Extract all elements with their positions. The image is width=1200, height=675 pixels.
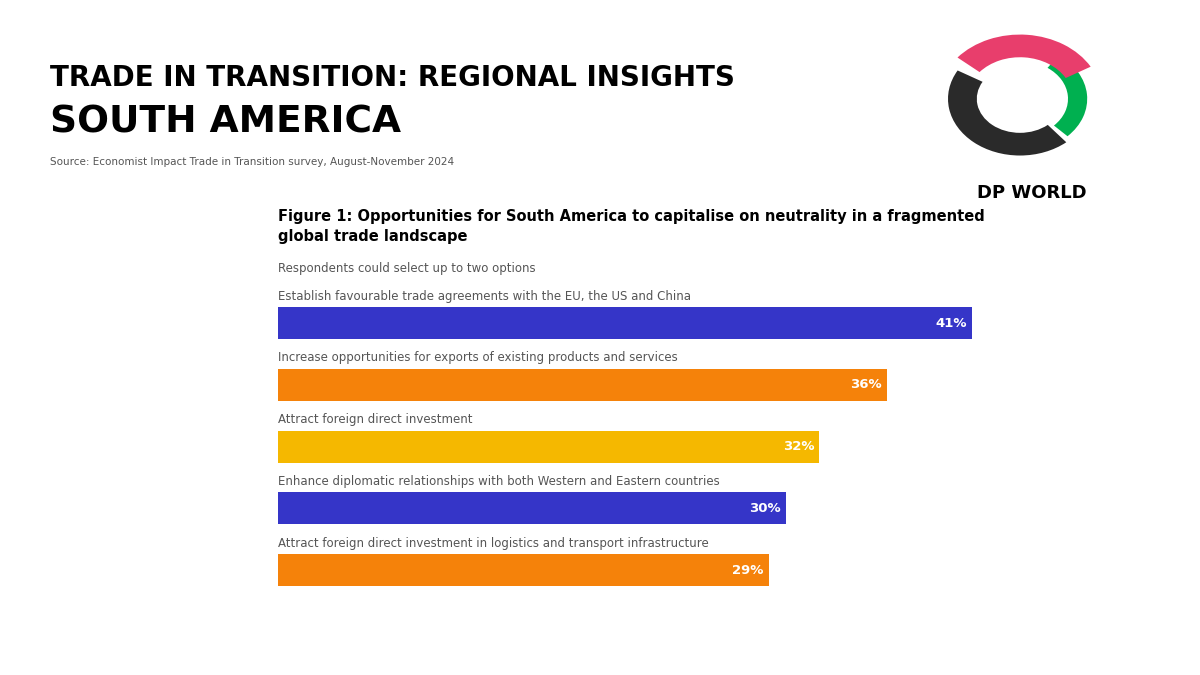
Text: 29%: 29% (732, 564, 763, 576)
Wedge shape (958, 34, 1091, 78)
Text: Increase opportunities for exports of existing products and services: Increase opportunities for exports of ex… (278, 352, 678, 364)
Text: 41%: 41% (935, 317, 967, 329)
Text: DP WORLD: DP WORLD (977, 184, 1087, 202)
Bar (278, 554, 769, 586)
Wedge shape (1048, 55, 1087, 136)
Text: Enhance diplomatic relationships with both Western and Eastern countries: Enhance diplomatic relationships with bo… (278, 475, 720, 488)
Text: Figure 1: Opportunities for South America to capitalise on neutrality in a fragm: Figure 1: Opportunities for South Americ… (278, 209, 985, 244)
Text: 36%: 36% (851, 379, 882, 391)
Text: SOUTH AMERICA: SOUTH AMERICA (50, 105, 401, 140)
Wedge shape (948, 70, 1067, 155)
Text: Source: Economist Impact Trade in Transition survey, August-November 2024: Source: Economist Impact Trade in Transi… (50, 157, 455, 167)
Text: Respondents could select up to two options: Respondents could select up to two optio… (278, 262, 536, 275)
Text: 32%: 32% (782, 440, 815, 453)
Text: Attract foreign direct investment in logistics and transport infrastructure: Attract foreign direct investment in log… (278, 537, 709, 549)
Bar (278, 492, 786, 524)
Bar (278, 431, 820, 462)
Bar (278, 369, 887, 401)
Bar (278, 307, 972, 339)
Text: TRADE IN TRANSITION: REGIONAL INSIGHTS: TRADE IN TRANSITION: REGIONAL INSIGHTS (50, 64, 736, 92)
Text: 30%: 30% (749, 502, 781, 515)
Text: Establish favourable trade agreements with the EU, the US and China: Establish favourable trade agreements wi… (278, 290, 691, 302)
Text: Attract foreign direct investment: Attract foreign direct investment (278, 413, 473, 426)
